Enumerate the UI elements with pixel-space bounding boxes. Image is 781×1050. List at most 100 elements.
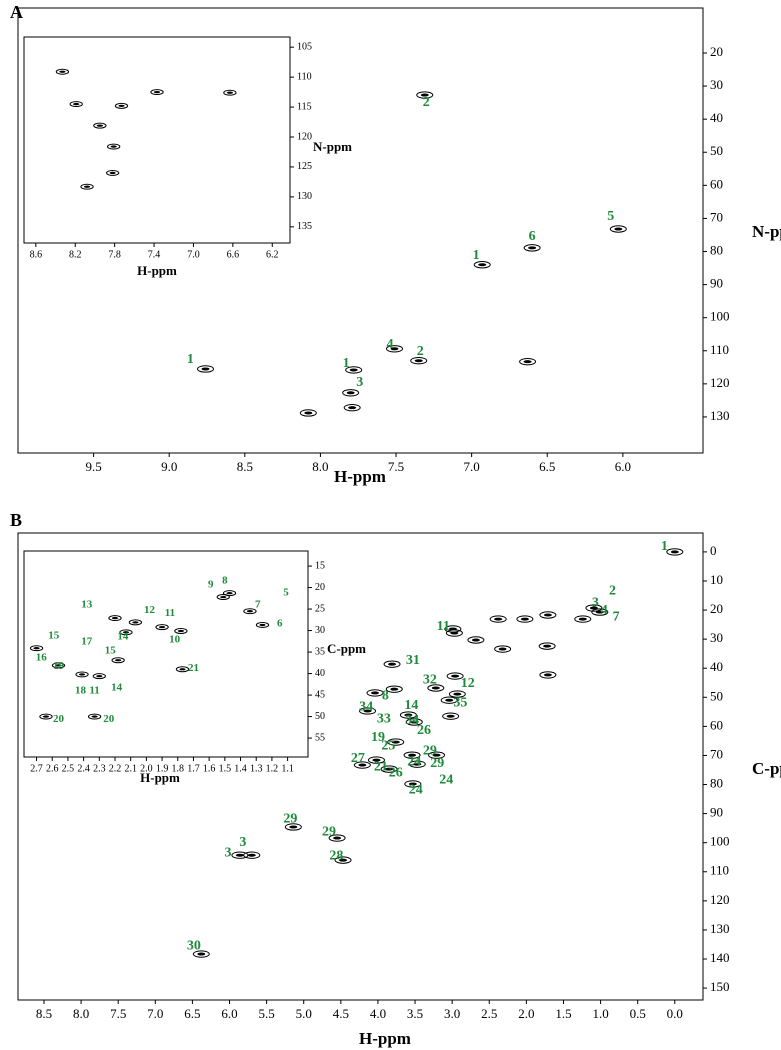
peak-label: 3 [592,595,599,610]
x-tick-label: 7.0 [147,1006,163,1021]
y-axis-title: N-ppm [752,222,781,241]
x-tick-label: 3.5 [407,1006,423,1021]
y-tick-label: 60 [710,717,723,732]
peak-contour [243,851,261,859]
y-tick-label: 130 [710,408,730,423]
peak-core [413,762,422,766]
peak-contour [539,611,557,619]
y-tick-label: 50 [710,143,723,158]
peak-contour [446,672,464,680]
x-tick-label: 2.6 [46,763,59,774]
y-tick-label: 40 [710,110,723,125]
peak-core [304,411,313,415]
peak-label: 29 [430,756,444,771]
peak-contour [427,684,445,692]
peak-contour [385,685,403,693]
x-tick-label: 5.5 [258,1006,274,1021]
y-tick-label: 0 [710,543,717,558]
peak-contour [334,856,352,864]
peak-contour [408,760,426,768]
peak-core [339,858,348,862]
peak-label: 32 [423,672,437,687]
peak-core [670,550,679,554]
peak-core [33,647,40,650]
peak-contour [87,713,102,720]
peak-contour [223,89,237,96]
peak-core [91,715,98,718]
y-tick-label: 100 [710,834,730,849]
x-tick-label: 6.2 [266,249,279,260]
peak-label: 11 [89,685,99,697]
x-tick-label: 6.5 [539,459,555,474]
peak-contour [538,642,556,650]
peak-contour [29,645,44,652]
peak-contour [467,636,485,644]
x-tick-label: 5.0 [296,1006,312,1021]
y-tick-label: 40 [710,659,723,674]
peak-core [528,246,537,250]
peak-core [478,263,487,267]
x-tick-label: 1.7 [187,763,200,774]
peak-contour [666,548,684,556]
y-tick-label: 120 [297,131,312,142]
peak-label: 4 [386,337,393,352]
peak-contour [222,590,237,597]
x-tick-label: 2.0 [140,763,153,774]
x-tick-label: 8.0 [312,459,328,474]
peak-contour [69,101,83,108]
peak-label: 8 [382,688,389,703]
x-tick-label: 9.5 [85,459,101,474]
peak-label: 20 [53,713,65,725]
y-tick-label: 20 [710,601,723,616]
peak-core [523,360,532,364]
peak-core [349,368,358,372]
peak-contour [386,345,404,353]
x-tick-label: 4.5 [333,1006,349,1021]
peak-contour [255,622,270,628]
peak-contour [516,615,534,623]
x-tick-label: 8.6 [30,249,43,260]
y-tick-label: 130 [297,191,312,202]
peak-contour [192,950,210,958]
peak-core [226,91,233,94]
y-tick-label: 80 [710,242,723,257]
x-axis-title: H-ppm [140,770,180,785]
peak-label: 14 [404,698,418,713]
peak-core [543,673,552,677]
peak-label: 9 [208,579,214,591]
peak-core [410,720,419,724]
peak-contour [106,169,120,176]
peak-label: 29 [423,743,437,758]
peak-core [358,763,367,767]
peak-label: 12 [461,676,475,691]
peak-core [543,613,552,617]
peak-label: 1 [473,248,480,263]
peak-core [431,686,440,690]
x-tick-label: 6.5 [184,1006,200,1021]
x-tick-label: 1.9 [156,763,169,774]
y-tick-label: 135 [297,221,312,232]
peak-label: 29 [283,811,297,826]
x-tick-label: 1.0 [592,1006,608,1021]
peak-contour [128,619,143,626]
peak-core [73,102,80,106]
peak-core [498,647,507,651]
x-tick-label: 2.2 [109,763,122,774]
x-tick-label: 4.0 [370,1006,386,1021]
y-tick-label: 120 [710,375,730,390]
peak-label: 1 [661,539,668,554]
peak-core [614,227,623,231]
y-tick-label: 120 [710,892,730,907]
peak-core [159,625,166,629]
peak-core [589,606,598,610]
peak-label: 35 [453,695,467,710]
y-axis-title: C-ppm [327,641,366,656]
peak-contour [111,657,125,664]
peak-core [595,610,604,614]
peak-contour [523,244,541,252]
peak-core [390,687,399,691]
y-tick-label: 30 [315,625,325,636]
peak-core [385,767,394,771]
y-tick-label: 110 [297,71,312,82]
